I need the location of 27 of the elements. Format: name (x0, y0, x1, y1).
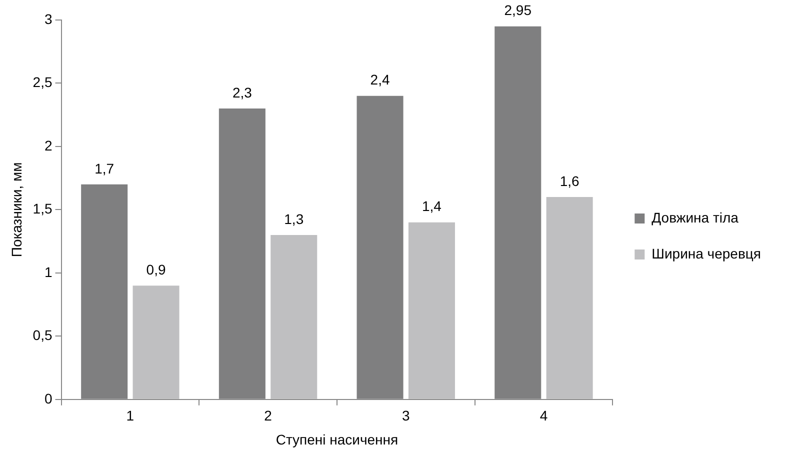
bar (132, 286, 180, 399)
x-tick-label: 1 (126, 408, 134, 424)
bar (546, 197, 593, 399)
legend-label: Ширина черевця (652, 245, 762, 262)
y-tick-label: 3 (44, 10, 52, 27)
y-axis-title: Показники, мм (8, 162, 24, 258)
bar (270, 234, 318, 399)
legend-label: Довжина тіла (652, 209, 739, 226)
data-label: 1,7 (94, 160, 114, 176)
y-tick-label: 0 (44, 390, 52, 406)
data-label: 1,3 (284, 210, 304, 227)
y-tick-label: 2,5 (32, 74, 52, 90)
x-tick-label: 2 (264, 408, 272, 424)
data-label: 1,6 (560, 172, 580, 189)
y-tick-label: 1,5 (32, 200, 52, 217)
data-label: 2,3 (232, 84, 252, 100)
bar (408, 222, 455, 399)
x-axis-title: Ступені насичення (276, 431, 398, 448)
data-label: 1,4 (422, 198, 442, 214)
x-tick-label: 3 (402, 408, 410, 424)
y-tick-label: 0,5 (32, 327, 52, 344)
y-tick-label: 2 (44, 137, 52, 154)
data-label: 2,4 (370, 72, 390, 88)
y-tick-label: 1 (44, 264, 52, 280)
data-label: 2,95 (504, 2, 532, 18)
data-label: 0,9 (146, 261, 166, 278)
x-tick-label: 4 (540, 408, 548, 424)
